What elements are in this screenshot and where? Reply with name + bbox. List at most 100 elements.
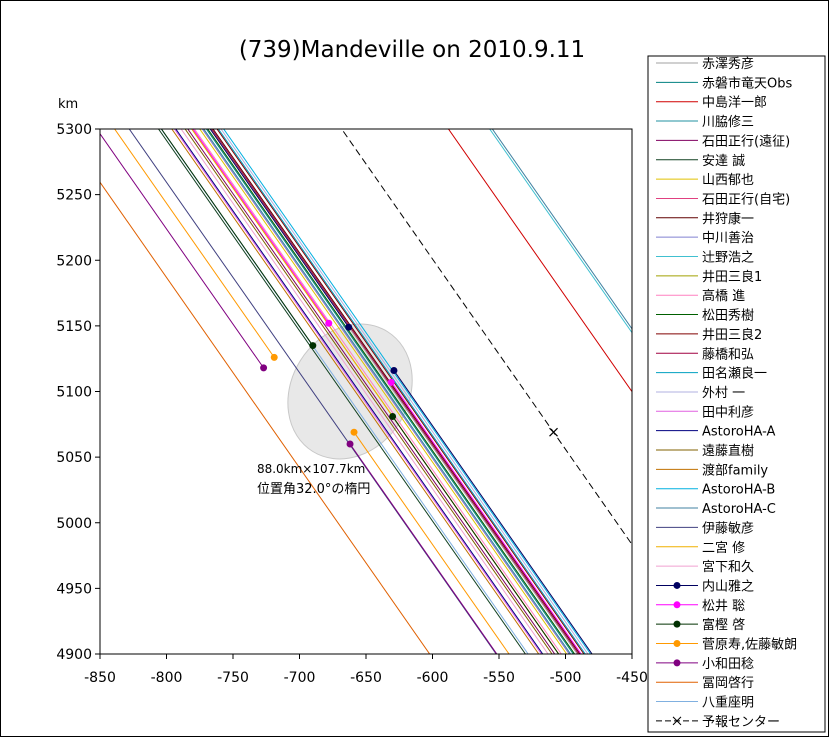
negative-chord-line-21 xyxy=(171,129,540,654)
legend-label: 中川善治 xyxy=(702,230,754,246)
x-tick-label-2: -750 xyxy=(217,670,249,686)
legend-item-34: 予報センター xyxy=(656,715,780,730)
legend-label: 八重座明 xyxy=(702,695,754,711)
legend-swatch-marker xyxy=(673,601,681,609)
disappear-point-3 xyxy=(270,353,278,361)
legend-label: 石田正行(自宅) xyxy=(702,192,790,207)
legend-label: 内山雅之 xyxy=(702,578,754,594)
legend-item-15: 藤橋和弘 xyxy=(656,347,754,362)
negative-chord-line-4 xyxy=(187,129,556,654)
legend-label: 外村 一 xyxy=(702,386,745,401)
legend-item-7: 石田正行(自宅) xyxy=(656,192,790,207)
negative-chord-line-20 xyxy=(184,129,553,654)
legend-swatch-marker xyxy=(673,659,681,667)
x-tick-label-0: -850 xyxy=(84,670,116,686)
legend-label: 宮下和久 xyxy=(702,559,754,575)
positive-chord-post-2 xyxy=(392,416,560,654)
prediction-marker xyxy=(549,427,558,437)
negative-chord-line-1 xyxy=(205,129,574,654)
positive-chord-post-0 xyxy=(393,370,593,654)
legend-label: 川脇修三 xyxy=(702,115,754,130)
positive-chord-post-1 xyxy=(390,382,582,654)
legend-label: 予報センター xyxy=(702,715,780,730)
x-tick-label-3: -700 xyxy=(284,670,316,686)
negative-chord-line-19 xyxy=(175,129,544,654)
disappear-point-1 xyxy=(325,319,333,327)
legend-item-26: 宮下和久 xyxy=(656,559,754,575)
legend-item-3: 川脇修三 xyxy=(656,115,754,130)
legend-item-2: 中島洋一郎 xyxy=(656,96,767,111)
negative-chord-line-6 xyxy=(199,129,568,654)
legend-label: 高橋 進 xyxy=(702,288,745,304)
legend-item-30: 菅原寿,佐藤敏朗 xyxy=(656,638,797,653)
plot-area xyxy=(100,129,632,654)
y-tick-label-0: 4900 xyxy=(56,647,92,663)
legend-item-6: 山西郁也 xyxy=(656,173,754,188)
positive-chord-pre-1 xyxy=(192,129,330,324)
legend-item-21: 渡部family xyxy=(656,462,768,478)
y-tick-label-2: 5000 xyxy=(56,516,92,532)
negative-chord-line-10 xyxy=(489,129,632,334)
y-tick-label-6: 5200 xyxy=(56,253,92,269)
legend-item-5: 安達 誠 xyxy=(656,154,745,169)
legend-item-4: 石田正行(遠征) xyxy=(656,134,790,149)
legend-item-17: 外村 一 xyxy=(656,386,745,401)
legend-item-0: 赤澤秀彦 xyxy=(656,56,754,72)
legend-label: 遠藤直樹 xyxy=(702,444,754,459)
annotation-group: 88.0km×107.7km 位置角32.0°の楕円 xyxy=(257,462,370,497)
legend-item-32: 冨岡啓行 xyxy=(656,676,754,691)
x-tick-label-1: -800 xyxy=(151,670,183,686)
negative-chord-line-9 xyxy=(201,129,570,654)
x-tick-label-6: -550 xyxy=(483,670,515,686)
x-tick-label-8: -450 xyxy=(616,670,648,686)
legend-label: AstoroHA-A xyxy=(702,425,776,440)
legend-label: 辻野浩之 xyxy=(702,251,754,266)
negative-chord-line-24 xyxy=(128,129,497,654)
legend-item-12: 高橋 進 xyxy=(656,288,745,304)
legend-label: 赤澤秀彦 xyxy=(702,56,754,72)
legend-item-23: AstoroHA-C xyxy=(656,502,776,517)
y-tick-label-1: 4950 xyxy=(56,581,92,597)
disappear-point-4 xyxy=(260,364,268,372)
reappear-point-1 xyxy=(387,378,395,386)
legend-swatch-marker xyxy=(673,640,681,647)
legend-item-29: 富樫 啓 xyxy=(656,617,745,633)
negative-chord-line-16 xyxy=(217,129,586,654)
legend-label: 冨岡啓行 xyxy=(702,676,754,691)
legend-item-1: 赤磐市竜天Obs xyxy=(656,75,792,91)
legend-label: 井田三良1 xyxy=(702,269,762,285)
legend-item-33: 八重座明 xyxy=(656,695,754,711)
legend-item-14: 井田三良2 xyxy=(656,327,762,343)
y-tick-label-5: 5150 xyxy=(56,319,92,335)
negative-chords-group xyxy=(100,129,632,654)
y-tick-label-4: 5100 xyxy=(56,385,92,401)
disappear-point-0 xyxy=(345,323,353,331)
legend-label: 赤磐市竜天Obs xyxy=(702,75,792,91)
legend-item-20: 遠藤直樹 xyxy=(656,444,754,459)
legend-label: 渡部family xyxy=(702,462,768,478)
legend-label: 伊藤敏彦 xyxy=(702,520,754,536)
reappear-point-2 xyxy=(389,412,397,420)
legend-label: 田中利彦 xyxy=(702,404,754,420)
negative-chord-line-17 xyxy=(220,129,589,654)
negative-chord-line-23 xyxy=(491,129,632,330)
x-tick-label-4: -650 xyxy=(350,670,382,686)
legend-item-31: 小和田稔 xyxy=(656,657,754,672)
prediction-group xyxy=(341,129,632,546)
legend-label: 富樫 啓 xyxy=(702,617,745,633)
legend-label: 藤橋和弘 xyxy=(702,347,754,362)
ellipse-size-annotation: 88.0km×107.7km xyxy=(257,462,365,476)
axes-group: -850 -800 -750 -700 -650 -600 -550 -500 -450 4900… xyxy=(56,122,648,686)
disappear-point-2 xyxy=(309,342,317,350)
legend-item-19: AstoroHA-A xyxy=(656,425,776,440)
legend-label: 中島洋一郎 xyxy=(702,96,767,111)
legend-label: 松田秀樹 xyxy=(702,309,754,324)
y-tick-label-7: 5250 xyxy=(56,188,92,204)
y-tick-label-8: 5300 xyxy=(56,122,92,138)
negative-chord-line-18 xyxy=(173,129,542,654)
legend-label: 松井 聡 xyxy=(702,599,745,614)
negative-chord-line-14 xyxy=(216,129,585,654)
